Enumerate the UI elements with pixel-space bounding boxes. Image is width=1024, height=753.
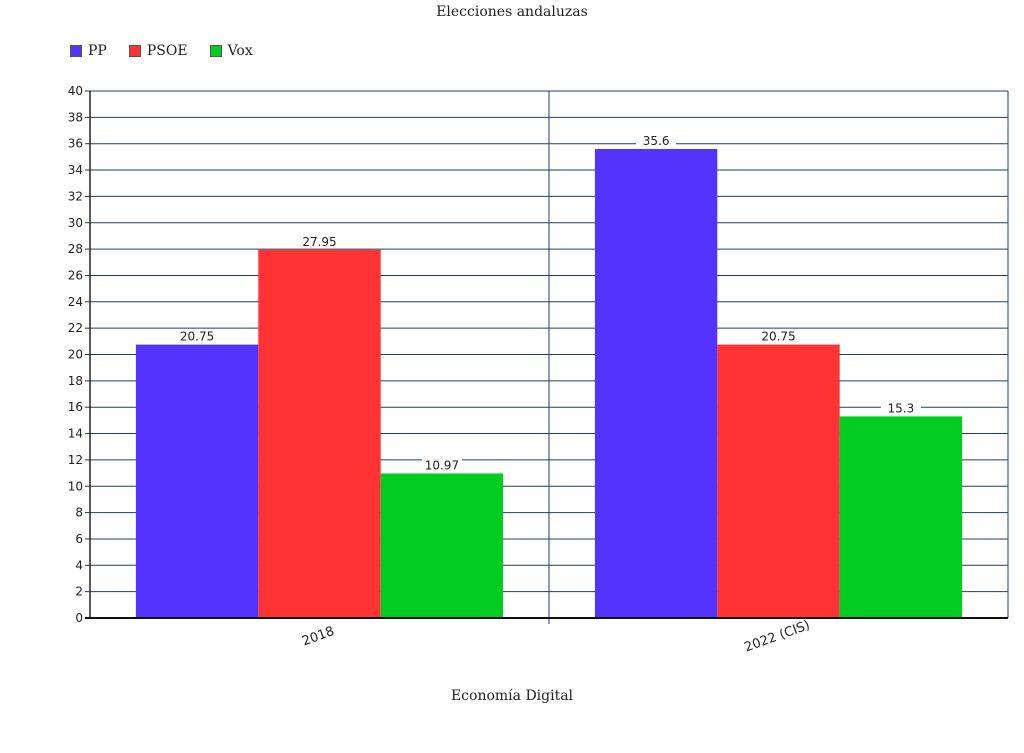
y-tick-label: 38 [68, 110, 83, 124]
legend-label: Vox [227, 43, 253, 59]
y-tick-label: 10 [68, 479, 83, 493]
y-tick-label: 14 [68, 427, 83, 441]
legend-swatch [209, 45, 222, 57]
y-tick-label: 22 [68, 321, 83, 335]
chart-title: Elecciones andaluzas [436, 4, 588, 20]
y-tick-label: 26 [68, 268, 83, 282]
legend-swatch [70, 45, 82, 57]
data-label: 10.97 [425, 458, 459, 472]
y-tick-label: 34 [68, 163, 83, 177]
y-tick-label: 32 [68, 189, 83, 203]
data-label-bg [636, 133, 677, 147]
x-tick-label: 2022 (CIS) [743, 618, 813, 656]
bar [594, 148, 718, 618]
y-tick-label: 6 [75, 532, 83, 546]
legend-label: PSOE [146, 43, 188, 59]
x-axis-title: Economía Digital [450, 688, 574, 704]
legend-swatch [128, 45, 141, 57]
y-tick-label: 18 [68, 374, 83, 388]
y-tick-label: 40 [68, 84, 83, 98]
data-label-bg [758, 329, 799, 343]
y-tick-label: 0 [75, 611, 83, 625]
bar [717, 344, 840, 618]
bar [135, 344, 259, 618]
y-tick-label: 16 [68, 400, 83, 414]
legend-item-psoe: PSOE [128, 43, 188, 59]
data-label-bg [421, 458, 462, 472]
data-label: 15.3 [888, 401, 915, 415]
y-tick-label: 36 [68, 137, 83, 151]
data-label: 27.95 [302, 235, 336, 249]
legend-item-vox: Vox [209, 43, 253, 59]
data-label-bg [177, 329, 218, 343]
y-tick-label: 28 [68, 242, 83, 256]
y-tick-label: 8 [75, 506, 83, 520]
y-tick-label: 12 [68, 453, 83, 467]
legend: PP PSOE Vox [70, 43, 275, 59]
y-tick-label: 20 [68, 348, 83, 362]
data-label: 20.75 [180, 330, 214, 344]
legend-label: PP [88, 43, 107, 59]
data-label: 35.6 [643, 134, 670, 148]
data-label: 20.75 [761, 330, 795, 344]
data-label-bg [880, 401, 921, 415]
y-tick-label: 24 [68, 295, 83, 309]
bar [380, 473, 504, 618]
bar [839, 416, 963, 618]
y-tick-label: 30 [68, 216, 83, 230]
x-tick-label: 2018 [300, 624, 336, 649]
data-label-bg [299, 234, 340, 248]
y-tick-label: 2 [75, 585, 83, 599]
bar [258, 249, 381, 619]
y-tick-label: 4 [75, 558, 83, 572]
legend-item-pp: PP [70, 43, 107, 59]
